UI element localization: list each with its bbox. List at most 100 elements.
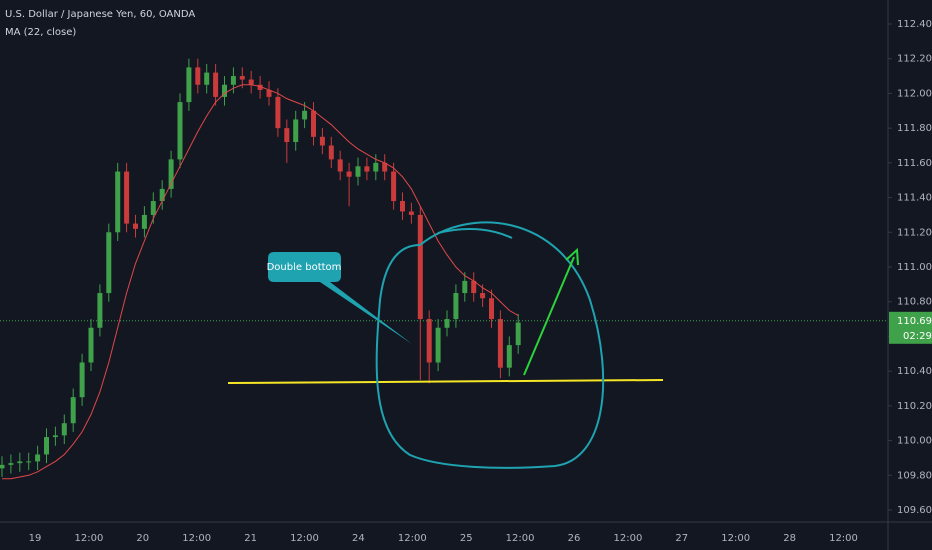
candle-body	[408, 211, 414, 215]
candle-body	[311, 110, 316, 137]
candle-body	[159, 188, 165, 202]
candle-body	[186, 67, 192, 103]
moving-average	[2, 84, 519, 480]
candle-body	[506, 345, 512, 368]
candle-body	[124, 171, 130, 224]
candle-body	[284, 128, 290, 143]
candle-body	[0, 464, 5, 469]
candle-body	[319, 136, 325, 146]
candle-body	[328, 145, 334, 160]
candle-body	[230, 76, 236, 85]
y-tick-label: 109.800	[897, 470, 932, 481]
candle-body	[88, 327, 94, 363]
y-tick-label: 111.800	[897, 123, 932, 134]
x-tick-label: 12:00	[74, 533, 103, 544]
y-tick-label: 109.600	[897, 505, 932, 516]
y-tick-label: 110.200	[897, 401, 932, 412]
candle-body	[97, 293, 103, 328]
x-tick-label: 19	[29, 533, 42, 544]
candle-body	[293, 119, 299, 143]
x-tick-label: 12:00	[506, 533, 535, 544]
candle-body	[426, 319, 432, 363]
time-axis: 19 12:00 20 12:00 21 12:00 24 12:00 25 12:00 26 12:…	[29, 533, 858, 544]
candle-body	[222, 84, 227, 97]
candle-body	[462, 280, 468, 294]
candle-body	[364, 166, 370, 172]
candle-body	[133, 223, 138, 229]
candle-body	[8, 463, 14, 465]
plot-area	[0, 58, 521, 480]
x-tick-label: 12:00	[398, 533, 427, 544]
candle-body	[382, 162, 388, 172]
circle-drawing	[375, 221, 605, 469]
candle-body	[515, 322, 521, 346]
x-tick-label: 28	[783, 533, 796, 544]
candle-body	[141, 214, 147, 229]
candle-body	[195, 67, 201, 85]
candle-body	[106, 232, 112, 294]
last-price-timer: 02:29	[903, 331, 932, 342]
x-tick-label: 24	[352, 533, 365, 544]
candle-body	[115, 171, 121, 233]
candle-body	[444, 319, 450, 328]
x-tick-label: 12:00	[613, 533, 642, 544]
y-tick-label: 110.400	[897, 366, 932, 377]
candle-body	[391, 171, 397, 202]
candle-body	[257, 84, 263, 90]
candle-body	[400, 201, 405, 212]
y-tick-label: 111.200	[897, 227, 932, 238]
candle-body	[168, 159, 174, 189]
candle-body	[177, 102, 183, 160]
candle-body	[61, 423, 67, 436]
candle-body	[204, 72, 210, 85]
candle-body	[35, 454, 41, 462]
y-tick-label: 111.400	[897, 193, 932, 204]
candle-body	[471, 280, 477, 294]
candle-body	[480, 293, 486, 299]
arc-drawing	[437, 227, 513, 239]
x-tick-label: 25	[460, 533, 473, 544]
x-tick-label: 21	[244, 533, 257, 544]
candle-body	[453, 293, 459, 320]
candle-body	[17, 461, 23, 464]
y-tick-label: 112.400	[897, 19, 932, 30]
arrow-head	[565, 247, 579, 266]
candle-body	[417, 214, 423, 320]
x-tick-label: 27	[675, 533, 688, 544]
candle-body	[266, 89, 272, 97]
last-price-badge	[889, 311, 932, 344]
candle-body	[275, 96, 281, 129]
support-line	[227, 379, 664, 384]
y-tick-label: 110.000	[897, 436, 932, 447]
candle-body	[435, 327, 441, 363]
candle-body	[213, 72, 219, 97]
y-tick-label: 110.800	[897, 297, 932, 308]
candle-body	[373, 162, 379, 172]
x-tick-label: 12:00	[182, 533, 211, 544]
y-tick-label: 112.200	[897, 54, 932, 65]
chart-title: U.S. Dollar / Japanese Yen, 60, OANDA	[5, 9, 195, 20]
candle-body	[346, 171, 352, 177]
candle-body	[26, 461, 32, 463]
x-tick-label: 12:00	[290, 533, 319, 544]
x-tick-label: 12:00	[721, 533, 750, 544]
candle-body	[70, 397, 76, 424]
last-price-label: 110.690	[897, 316, 932, 327]
candle-body	[248, 79, 254, 85]
x-tick-label: 26	[568, 533, 581, 544]
arrow-shaft	[523, 256, 575, 376]
candle-body	[44, 437, 49, 455]
candle-body	[302, 110, 308, 120]
callout-text: Double bottom	[267, 262, 342, 273]
candle-body	[337, 159, 343, 172]
y-tick-label: 111.000	[897, 262, 932, 273]
x-tick-label: 12:00	[829, 533, 858, 544]
candle-body	[150, 201, 156, 215]
y-tick-label: 112.000	[897, 88, 932, 99]
candle-body	[52, 435, 58, 438]
candle-body	[489, 298, 494, 320]
candle-body	[239, 76, 245, 80]
